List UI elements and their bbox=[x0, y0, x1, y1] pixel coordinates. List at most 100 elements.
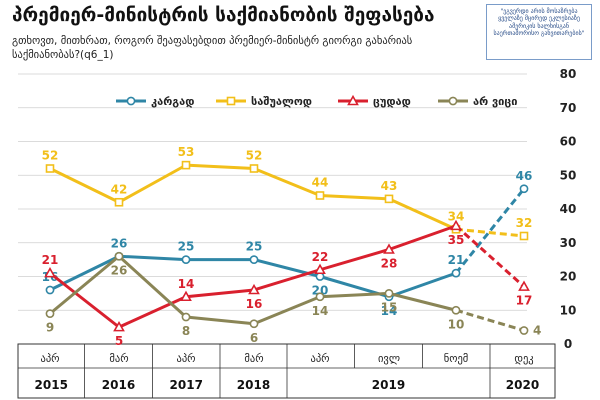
data-label: 26 bbox=[111, 263, 128, 277]
data-point bbox=[114, 251, 124, 261]
data-point bbox=[384, 194, 394, 204]
y-tick-label: 40 bbox=[560, 202, 577, 216]
y-tick-label: 80 bbox=[560, 67, 577, 81]
data-label: 15 bbox=[381, 300, 398, 314]
series-dashed-segment-dont_know bbox=[455, 308, 525, 332]
year-label: 2020 bbox=[506, 378, 539, 392]
data-label: 26 bbox=[111, 236, 128, 250]
category-table-border bbox=[17, 343, 556, 399]
legend: კარგად საშუალოდ ცუდად არ ვიცი bbox=[116, 94, 517, 108]
x-tick-label: აპრ bbox=[310, 353, 329, 365]
data-label: 52 bbox=[42, 149, 59, 163]
data-label: 35 bbox=[448, 233, 465, 247]
year-label: 2016 bbox=[102, 378, 135, 392]
data-point bbox=[451, 305, 461, 315]
data-label: 28 bbox=[381, 257, 398, 271]
data-label: 9 bbox=[46, 321, 54, 335]
data-label: 14 bbox=[312, 304, 329, 318]
data-point bbox=[249, 255, 259, 265]
data-label: 46 bbox=[516, 169, 533, 183]
x-tick-label: ნოემ bbox=[444, 353, 469, 365]
data-point bbox=[181, 255, 191, 265]
y-tick-label: 30 bbox=[560, 236, 577, 250]
data-point bbox=[249, 164, 259, 173]
x-tick-label: აპრ bbox=[40, 353, 59, 365]
y-tick-label: 50 bbox=[560, 168, 577, 182]
chart-title: პრემიერ-მინისტრის საქმიანობის შეფასება bbox=[12, 4, 435, 26]
legend-label-average: საშუალოდ bbox=[251, 95, 312, 108]
year-label: 2017 bbox=[170, 378, 203, 392]
data-point bbox=[384, 288, 394, 298]
data-point bbox=[383, 243, 395, 254]
data-point bbox=[519, 184, 529, 194]
y-tick-label: 60 bbox=[560, 135, 577, 149]
legend-label-good: კარგად bbox=[151, 95, 194, 108]
data-point bbox=[451, 268, 461, 278]
legend-label-dont_know: არ ვიცი bbox=[473, 95, 517, 108]
data-label: 14 bbox=[178, 277, 195, 291]
legend-marker-average bbox=[226, 96, 236, 106]
series-line-average bbox=[49, 163, 457, 231]
data-label: 21 bbox=[448, 253, 465, 267]
legend-marker-dont_know bbox=[448, 96, 458, 106]
data-label: 42 bbox=[111, 182, 128, 196]
legend-label-bad: ცუდად bbox=[373, 95, 411, 108]
data-label: 32 bbox=[516, 216, 533, 230]
data-point bbox=[249, 319, 259, 329]
legend-marker-good bbox=[126, 96, 136, 106]
data-label: 5 bbox=[115, 334, 123, 348]
data-point bbox=[45, 309, 55, 319]
y-tick-label: 20 bbox=[560, 270, 577, 284]
data-label: 17 bbox=[516, 294, 533, 308]
year-label: 2019 bbox=[372, 378, 405, 392]
data-point bbox=[314, 263, 326, 275]
data-label: 25 bbox=[178, 240, 195, 254]
data-label: 52 bbox=[246, 149, 263, 163]
data-label: 34 bbox=[448, 209, 465, 223]
logo-stamp: "ეგვერდი არის მოსაზრება ყველაზე მცირედ ე… bbox=[486, 4, 592, 60]
data-label: 10 bbox=[448, 317, 465, 331]
data-point bbox=[113, 320, 125, 332]
series-dashed-segment-bad bbox=[455, 224, 525, 288]
data-point bbox=[315, 292, 325, 302]
data-label: 43 bbox=[381, 179, 398, 193]
year-label: 2015 bbox=[35, 378, 68, 392]
x-tick-label: აპრ bbox=[176, 353, 195, 365]
x-tick-label: მარ bbox=[109, 353, 128, 365]
data-label: 16 bbox=[246, 297, 263, 311]
data-point bbox=[519, 326, 529, 335]
x-tick-label: ივლ bbox=[378, 353, 400, 365]
data-point bbox=[180, 290, 192, 302]
series-average: 52 42 53 52 44 43 34 32 bbox=[42, 145, 533, 241]
data-label: 22 bbox=[312, 250, 329, 264]
year-label: 2018 bbox=[237, 378, 270, 392]
data-point bbox=[315, 191, 325, 200]
data-label: 21 bbox=[42, 253, 59, 267]
data-point bbox=[450, 219, 462, 231]
data-point bbox=[519, 231, 529, 241]
data-point bbox=[44, 266, 56, 278]
legend-marker-bad bbox=[347, 94, 359, 106]
data-label: 14 bbox=[381, 304, 398, 318]
series-dashed-segment-average bbox=[455, 227, 525, 238]
data-label: 53 bbox=[178, 145, 195, 159]
data-point bbox=[45, 285, 55, 295]
data-point bbox=[518, 280, 530, 291]
data-point bbox=[114, 197, 124, 207]
x-axis: აპრ მარ აპრ მარ აპრ ივლ ნოემ დეკ 2015 2016 2017 201… bbox=[17, 343, 556, 399]
data-label: 4 bbox=[533, 324, 541, 338]
y-tick-label: 10 bbox=[560, 303, 577, 317]
y-tick-label: 0 bbox=[564, 337, 572, 351]
data-label: 8 bbox=[182, 324, 190, 338]
data-point bbox=[181, 160, 191, 170]
y-axis: 0 10 20 30 40 50 60 70 80 bbox=[560, 67, 577, 351]
data-point bbox=[181, 312, 191, 322]
x-tick-label: დეკ bbox=[514, 353, 533, 365]
data-point bbox=[248, 283, 260, 295]
data-label: 44 bbox=[312, 176, 329, 190]
y-tick-label: 70 bbox=[560, 101, 577, 115]
data-point bbox=[45, 164, 55, 173]
data-label: 6 bbox=[250, 331, 258, 345]
